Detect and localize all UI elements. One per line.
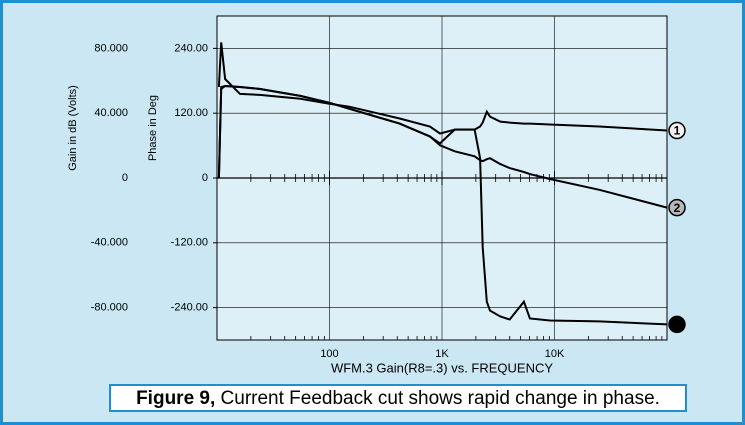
legend-label: 1	[674, 124, 681, 138]
y-tick-label: 40.000	[94, 107, 128, 119]
y-axis-title: Gain in dB (Volts)	[67, 85, 79, 171]
x-axis-title: WFM.3 Gain(R8=.3) vs. FREQUENCY	[331, 360, 553, 375]
caption-box: Figure 9, Current Feedback cut shows rap…	[109, 384, 687, 412]
y2-tick-label: 120.00	[174, 107, 208, 119]
caption-text: Current Feedback cut shows rapid change …	[220, 388, 660, 409]
x-tick-label: 100	[320, 348, 338, 360]
figure-label: Figure 9,	[136, 388, 216, 409]
chart: Gain in dB (Volts) Phase in Deg WFM.3 Ga…	[67, 15, 686, 375]
series-badge	[668, 315, 686, 334]
x-tick-label: 1K	[435, 348, 449, 360]
y-tick-label: 80.000	[94, 42, 128, 54]
y2-tick-label: -120.00	[171, 237, 208, 249]
y-tick-label: -40.000	[91, 237, 128, 249]
legend-label: 3	[674, 318, 681, 332]
x-tick-label: 10K	[545, 348, 565, 360]
y2-tick-label: 0	[202, 172, 208, 184]
series-badge	[668, 121, 686, 140]
y2-tick-label: -240.00	[171, 302, 208, 314]
y2-tick-label: 240.00	[174, 42, 208, 54]
series-badge	[668, 198, 686, 217]
legend-label: 2	[674, 201, 681, 215]
y-tick-label: -80.000	[91, 302, 128, 314]
series-line	[217, 84, 668, 326]
y2-axis-title: Phase in Deg	[147, 95, 159, 161]
y-tick-label: 0	[122, 172, 128, 184]
